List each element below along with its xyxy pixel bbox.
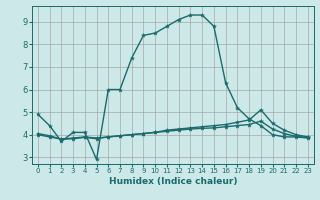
X-axis label: Humidex (Indice chaleur): Humidex (Indice chaleur): [108, 177, 237, 186]
